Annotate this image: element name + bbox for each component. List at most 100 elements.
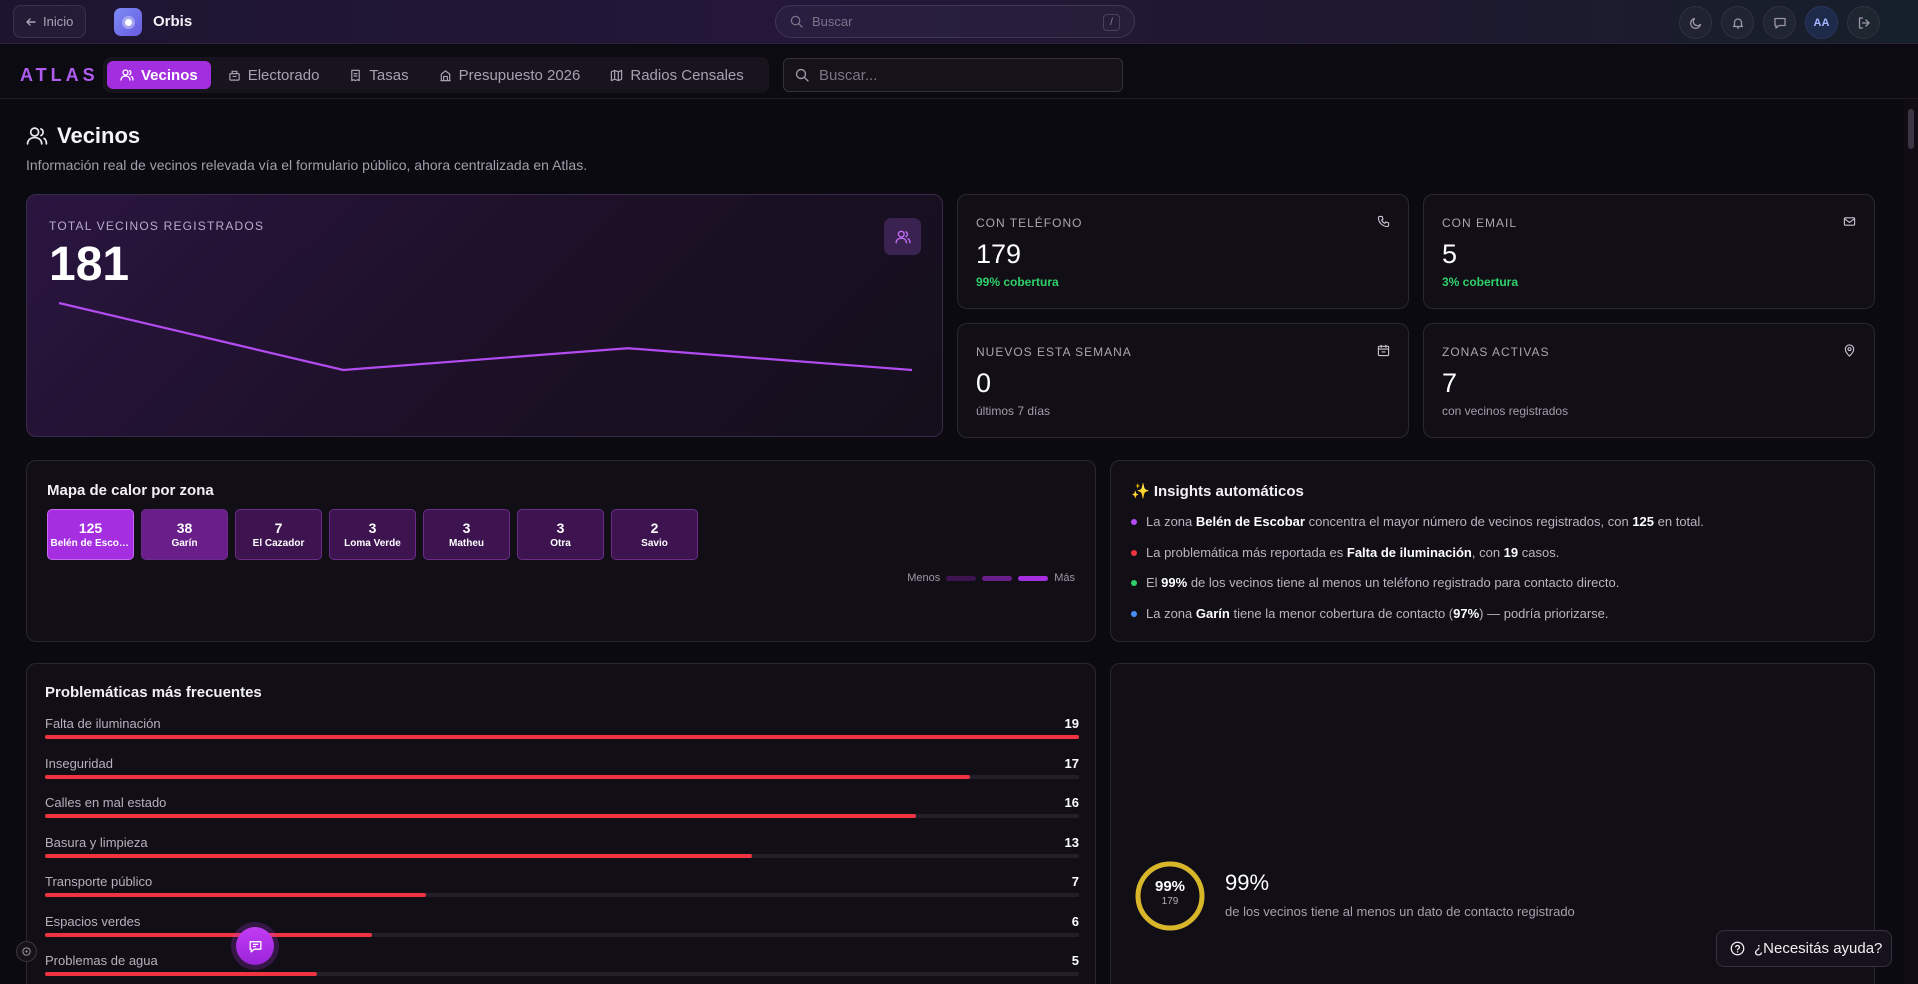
back-label: Inicio xyxy=(43,14,74,29)
problem-label: Falta de iluminación xyxy=(45,716,161,731)
zone-cell[interactable]: 3 Otra xyxy=(517,509,604,560)
legend-swatch xyxy=(1018,575,1049,581)
users-icon xyxy=(884,218,921,255)
insights-title: ✨ Insights automáticos xyxy=(1131,483,1304,500)
problem-bar-track xyxy=(45,735,1079,739)
zone-cell[interactable]: 7 El Cazador xyxy=(235,509,322,560)
tab-label: Presupuesto 2026 xyxy=(458,66,581,84)
zone-count: 125 xyxy=(78,520,103,536)
notifications-button[interactable] xyxy=(1721,6,1754,39)
zone-cell[interactable]: 3 Matheu xyxy=(423,509,510,560)
map-pin-icon xyxy=(1843,344,1856,357)
page-scrollbar[interactable] xyxy=(1904,99,1918,984)
ballot-icon xyxy=(228,69,241,82)
zone-name: Belén de Escobar xyxy=(50,538,131,549)
calendar-icon xyxy=(1377,344,1390,357)
insight-item: El 99% de los vecinos tiene al menos un … xyxy=(1131,575,1619,590)
stat-value: 5 xyxy=(1442,239,1458,269)
section-search-input[interactable]: Buscar... xyxy=(783,58,1123,92)
global-search-placeholder: Buscar xyxy=(812,14,853,29)
problem-value: 17 xyxy=(1064,756,1079,771)
tab-label: Vecinos xyxy=(141,66,198,84)
stat-card-telefono: CON TELÉFONO 179 99% cobertura xyxy=(957,194,1409,309)
problem-label: Inseguridad xyxy=(45,756,113,771)
section-tabs: Vecinos Electorado Tasas Presupuesto 202… xyxy=(103,57,769,93)
problem-bar xyxy=(45,735,1079,739)
heatmap-title: Mapa de calor por zona xyxy=(47,482,214,499)
stat-value: 0 xyxy=(976,368,992,398)
stat-value: 179 xyxy=(976,239,1022,269)
stat-card-email: CON EMAIL 5 3% cobertura xyxy=(1423,194,1875,309)
stat-label: NUEVOS ESTA SEMANA xyxy=(976,345,1132,359)
problem-bar xyxy=(45,933,372,937)
tab-tasas[interactable]: Tasas xyxy=(336,61,421,89)
problems-title: Problemáticas más frecuentes xyxy=(45,684,262,701)
stat-label: CON EMAIL xyxy=(1442,216,1518,230)
search-shortcut: / xyxy=(1103,14,1120,31)
total-vecinos-value: 181 xyxy=(49,238,130,291)
user-avatar[interactable]: AA xyxy=(1805,6,1838,39)
orbis-logo xyxy=(114,8,142,36)
stat-sub: últimos 7 días xyxy=(976,404,1051,418)
arrow-left-icon xyxy=(25,16,37,28)
help-button[interactable]: ¿Necesitás ayuda? xyxy=(1716,930,1892,967)
zone-count: 3 xyxy=(462,520,471,536)
moon-icon xyxy=(1689,16,1703,30)
tab-vecinos[interactable]: Vecinos xyxy=(107,61,211,89)
atlas-logo: ATLAS xyxy=(20,65,99,85)
heatmap-card: Mapa de calor por zona 125 Belén de Escob… xyxy=(26,460,1096,642)
problem-bar-track xyxy=(45,775,1079,779)
problem-bar-track xyxy=(45,933,1079,937)
messages-button[interactable] xyxy=(1763,6,1796,39)
problem-bar xyxy=(45,814,916,818)
users-icon xyxy=(120,68,134,82)
theme-toggle-button[interactable] xyxy=(1679,6,1712,39)
accessibility-button[interactable] xyxy=(16,941,37,962)
zone-cell[interactable]: 125 Belén de Escobar xyxy=(47,509,134,560)
page-title: Vecinos xyxy=(57,123,141,148)
zone-count: 7 xyxy=(274,520,283,536)
zone-cell[interactable]: 2 Savio xyxy=(611,509,698,560)
tab-presupuesto-2026[interactable]: Presupuesto 2026 xyxy=(426,61,594,89)
tab-label: Radios Censales xyxy=(630,66,744,84)
stat-card-zonas-activas: ZONAS ACTIVAS 7 con vecinos registrados xyxy=(1423,323,1875,438)
chat-fab-button[interactable] xyxy=(231,922,279,970)
stat-sub: 3% cobertura xyxy=(1442,275,1519,289)
problem-label: Problemas de agua xyxy=(45,953,158,968)
chat-icon xyxy=(1773,16,1787,30)
scrollbar-thumb[interactable] xyxy=(1908,109,1914,149)
users-icon xyxy=(26,125,48,147)
insight-item: La zona Belén de Escobar concentra el ma… xyxy=(1131,514,1704,529)
problem-value: 19 xyxy=(1064,716,1079,731)
problem-label: Espacios verdes xyxy=(45,914,141,929)
back-button[interactable]: Inicio xyxy=(13,5,86,38)
insight-bullet xyxy=(1131,579,1137,586)
zone-cell[interactable]: 3 Loma Verde xyxy=(329,509,416,560)
tab-radios-censales[interactable]: Radios Censales xyxy=(597,61,756,89)
top-bar: Inicio Orbis Buscar / AA xyxy=(0,0,1918,44)
zone-count: 3 xyxy=(368,520,377,536)
global-search-input[interactable]: Buscar / xyxy=(775,5,1135,38)
heatmap-legend: Menos Más xyxy=(907,572,1075,584)
problem-label: Transporte público xyxy=(45,874,153,889)
chat-icon xyxy=(248,939,263,954)
sparkline-path xyxy=(58,301,913,372)
search-icon xyxy=(790,15,803,28)
zone-count: 38 xyxy=(176,520,193,536)
problem-value: 16 xyxy=(1064,795,1079,810)
tab-electorado[interactable]: Electorado xyxy=(215,61,333,89)
problem-value: 7 xyxy=(1071,874,1079,889)
app-navbar: ATLAS Vecinos Electorado Tasas Presupues… xyxy=(0,44,1918,99)
coverage-percent: 99% xyxy=(1225,870,1270,895)
settings-icon xyxy=(21,946,32,957)
receipt-icon xyxy=(349,69,362,82)
brand-name: Orbis xyxy=(153,13,193,30)
coverage-description: de los vecinos tiene al menos un dato de… xyxy=(1225,904,1575,919)
problem-value: 5 xyxy=(1071,953,1079,968)
stat-sub: 99% cobertura xyxy=(976,275,1059,289)
problem-bar xyxy=(45,854,753,858)
logout-button[interactable] xyxy=(1847,6,1880,39)
problem-label: Calles en mal estado xyxy=(45,795,167,810)
stat-label: CON TELÉFONO xyxy=(976,216,1083,230)
zone-cell[interactable]: 38 Garín xyxy=(141,509,228,560)
